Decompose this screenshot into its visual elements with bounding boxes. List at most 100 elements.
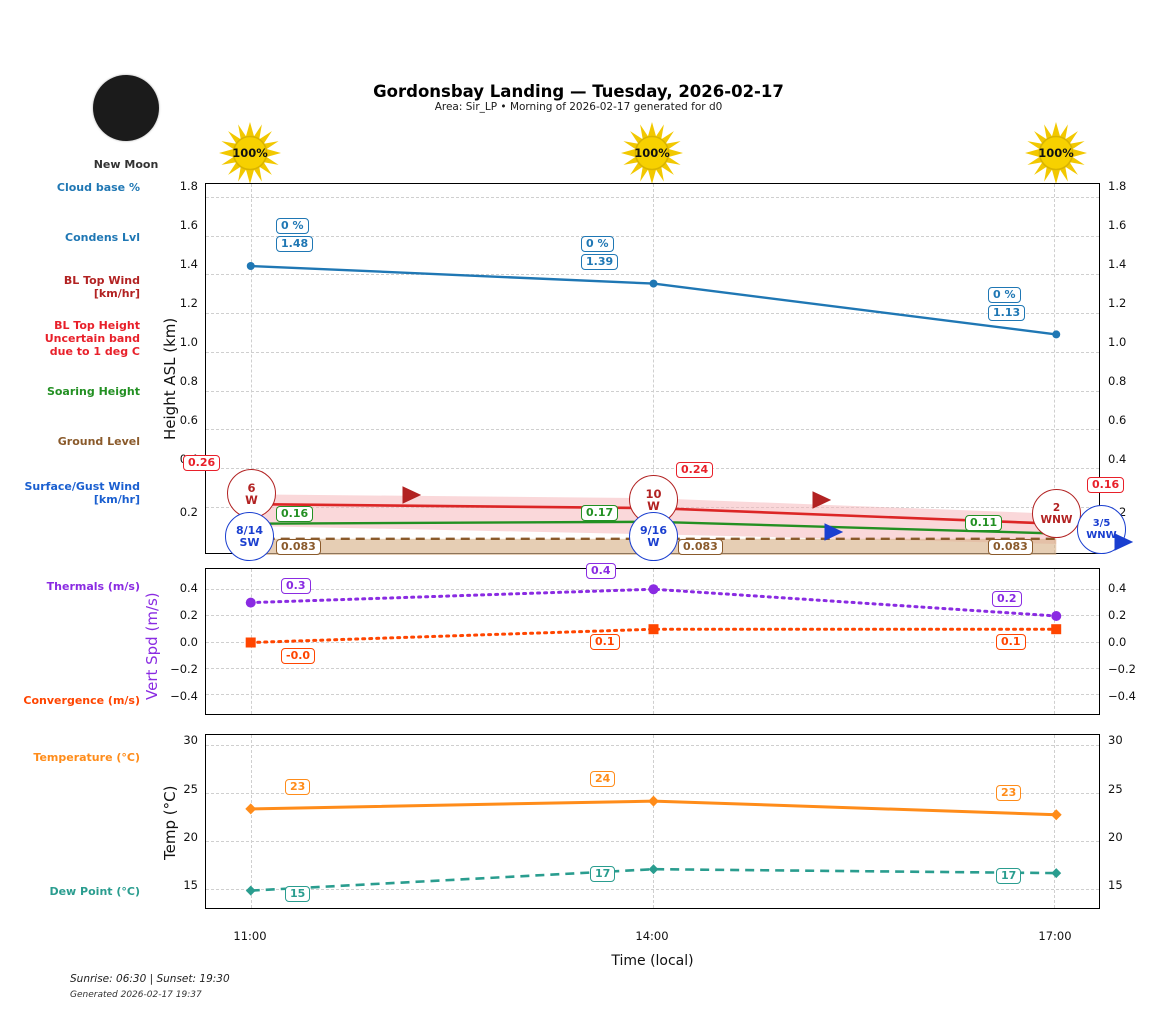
surface-wind-dir: SW [239, 535, 260, 549]
surface-wind-dir: W [647, 535, 660, 549]
cloud-base-label-2: 0 % [581, 236, 614, 252]
convergence-line [249, 627, 1058, 644]
convergence-point [1051, 624, 1062, 635]
ytick-temp-left: 15 [183, 878, 198, 892]
ytick-temp-left: 25 [183, 782, 198, 796]
bl-top-height-label-3: 0.16 [1087, 477, 1125, 493]
sunshine-percent-label: 100% [1038, 146, 1074, 160]
convergence-point [648, 624, 659, 635]
legend-bl-top-height: BL Top Height Uncertain band due to 1 de… [44, 319, 140, 358]
bl-top-wind-dir: W [647, 498, 660, 513]
dew-point-point [648, 864, 659, 875]
convergence-label-3: 0.1 [996, 634, 1026, 650]
xaxis-title: Time (local) [611, 953, 694, 969]
condens-lvl-point [246, 262, 255, 270]
legend-cloud-base: Cloud base % [56, 181, 140, 194]
sun-icon-2: 100% [614, 122, 690, 184]
condens-lvl-point [649, 279, 658, 288]
ytick-height-left: 0.2 [179, 505, 198, 519]
ytick-temp-right: 20 [1108, 830, 1123, 844]
bl-top-wind-speed: 10 [645, 486, 662, 501]
vertical-speed-panel [205, 568, 1100, 715]
sunshine-percent-label: 100% [232, 146, 268, 160]
xtick-label: 14:00 [635, 929, 669, 943]
ytick-temp-right: 15 [1108, 878, 1123, 892]
thermals-point [245, 597, 256, 608]
soaring-height-label-1: 0.16 [276, 506, 314, 522]
temperature-label-3: 23 [996, 785, 1022, 801]
surface-wind-barb-2: 9/16 W [629, 512, 678, 561]
ytick-height-right: 0.8 [1108, 374, 1127, 388]
bl-top-wind-dir: WNW [1040, 513, 1073, 526]
footer-sunrise-sunset: Sunrise: 06:30 | Sunset: 19:30 [70, 973, 230, 985]
surface-wind-speed: 8/14 [236, 523, 263, 537]
bl-top-height-label-2: 0.24 [676, 462, 714, 478]
ytick-vert-left: −0.2 [170, 662, 198, 676]
sun-icon-1: 100% [212, 122, 288, 184]
ground-level-label-3: 0.083 [988, 539, 1033, 555]
yaxis-title-temp: Temp (°C) [161, 785, 179, 860]
gridline [250, 735, 252, 908]
gridline [1054, 184, 1056, 553]
ytick-vert-right: −0.4 [1108, 689, 1136, 703]
gridline [652, 184, 654, 553]
gridline [652, 569, 654, 714]
thermals-line [249, 587, 1058, 618]
bl-top-height-label-1: 0.26 [183, 455, 221, 471]
ytick-height-left: 0.8 [179, 374, 198, 388]
convergence-label-2: 0.1 [590, 634, 620, 650]
sunshine-percent-label: 100% [634, 146, 670, 160]
ytick-vert-right: 0.4 [1108, 581, 1127, 595]
page-subtitle: Area: Sir_LP • Morning of 2026-02-17 gen… [434, 101, 723, 113]
bl-top-wind-speed: 6 [247, 480, 256, 495]
bl-top-arrow-2 [812, 491, 832, 509]
legend-condens-lvl: Condens Lvl [65, 231, 140, 244]
dew-point-label-3: 17 [996, 868, 1022, 884]
temperature-panel [205, 734, 1100, 909]
dew-point-point [1051, 868, 1062, 879]
ytick-temp-left: 30 [183, 733, 198, 747]
thermals-point [1051, 611, 1062, 621]
surface-wind-speed: 9/16 [640, 523, 667, 537]
ytick-height-left: 1.2 [179, 296, 198, 310]
legend-soaring-height: Soaring Height [46, 385, 140, 398]
thermals-point [648, 584, 659, 595]
new-moon-icon [93, 75, 159, 141]
soaring-height-label-3: 0.11 [965, 515, 1003, 531]
cloud-base-label-1: 0 % [276, 218, 309, 234]
bl-top-arrow-1 [402, 486, 422, 504]
surface-wind-speed: 3/5 [1092, 517, 1111, 529]
wind-arrow-overlay [402, 486, 1134, 551]
condens-lvl-point [1052, 330, 1061, 339]
legend-surface-gust-wind: Surface/Gust Wind [km/hr] [24, 480, 141, 506]
ytick-height-left: 0.6 [179, 413, 198, 427]
condens-lvl-label-1: 1.48 [276, 236, 314, 252]
condens-lvl-line [250, 264, 1057, 336]
surface-arrow-2 [824, 523, 844, 541]
temperature-point [245, 803, 257, 815]
gridline [1054, 735, 1056, 908]
bl-top-wind-barb-3: 2 WNW [1032, 489, 1081, 538]
condens-lvl-label-2: 1.39 [581, 254, 619, 270]
ytick-height-right: 1.6 [1108, 218, 1127, 232]
ytick-vert-right: 0.2 [1108, 608, 1127, 622]
ytick-vert-left: 0.0 [179, 635, 198, 649]
surface-wind-dir: WNW [1086, 529, 1117, 541]
bl-top-wind-barb-1: 6 W [227, 469, 276, 518]
ytick-height-left: 1.6 [179, 218, 198, 232]
bl-top-wind-dir: W [245, 492, 258, 507]
gridline [250, 184, 252, 553]
ytick-height-left: 1.8 [179, 179, 198, 193]
sun-icon-3: 100% [1018, 122, 1094, 184]
dew-point-label-1: 15 [285, 886, 311, 902]
legend-bl-top-wind: BL Top Wind [km/hr] [63, 274, 140, 300]
gridline [652, 735, 654, 908]
legend-convergence: Convergence (m/s) [23, 694, 140, 707]
ytick-vert-left: −0.4 [170, 689, 198, 703]
thermals-label-3: 0.2 [992, 591, 1022, 607]
ground-level-label-2: 0.083 [678, 539, 723, 555]
ytick-height-right: 1.4 [1108, 257, 1127, 271]
page-title: Gordonsbay Landing — Tuesday, 2026-02-17 [373, 82, 784, 101]
ground-level-label-1: 0.083 [276, 539, 321, 555]
ytick-height-right: 0.6 [1108, 413, 1127, 427]
